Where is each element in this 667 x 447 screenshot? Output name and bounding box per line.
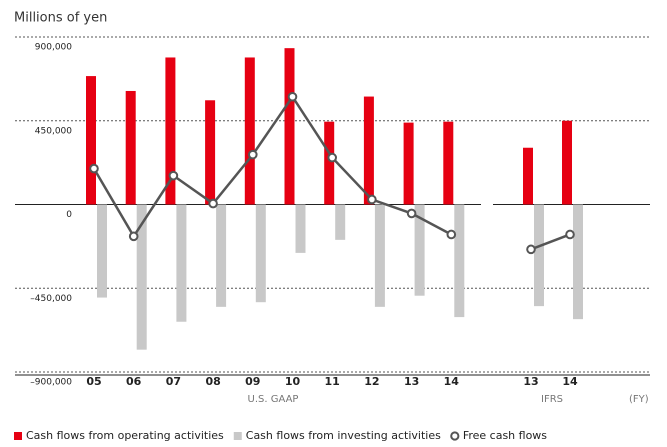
bar [86,76,96,205]
bar [125,90,136,205]
bar [295,204,306,253]
bar [403,122,414,205]
bar [363,96,374,205]
bar [244,57,255,205]
bar [97,204,107,298]
group-label: U.S. GAAP [248,394,299,405]
x-tick-label: 10 [285,375,301,388]
bar [324,121,335,205]
bar [284,48,295,205]
bar [335,204,346,240]
legend-label: Cash flows from operating activities [26,429,224,442]
line [92,94,452,239]
bar [205,100,216,205]
point [89,163,99,174]
legend-label: Free cash flows [463,429,547,442]
point [446,229,457,240]
y-tick-label: 900,000 [35,43,72,53]
legend-marker [233,432,242,440]
y-tick-label: –450,000 [30,294,72,304]
bar [176,204,187,322]
point [327,152,338,163]
y-tick-label: 0 [66,210,72,220]
x-tick-label: 06 [126,375,142,388]
legend-marker [450,431,460,441]
bar [374,204,385,307]
x-tick-label: 05 [86,375,101,388]
bar [255,204,266,303]
point [248,149,258,160]
point [287,91,298,102]
x-tick-label: 11 [325,375,340,388]
group-label: IFRS [541,394,563,405]
point [565,229,575,240]
x-tick-label: 07 [166,375,181,388]
bar [443,121,454,205]
legend-label: Cash flows from investing activities [246,429,441,442]
bar [216,204,227,307]
point [406,208,417,219]
x-unit: (FY) [629,394,649,405]
y-tick-label: –900,000 [30,378,72,388]
point [168,170,179,181]
chart-title: Millions of yen [14,11,107,26]
x-tick-label: 08 [205,375,220,388]
bar [136,204,147,350]
legend-marker [14,432,22,440]
line [530,233,571,251]
x-tick-label: 12 [364,375,379,388]
bar [523,147,533,205]
bar [562,120,572,205]
point [526,244,536,255]
x-tick-label: 14 [562,375,578,388]
x-tick-label: 09 [245,375,260,388]
x-tick-label: 13 [404,375,419,388]
bar [165,57,176,205]
y-tick-label: 450,000 [35,126,72,136]
bar [534,204,544,307]
x-tick-label: 14 [444,375,460,388]
bar [414,204,425,296]
x-tick-label: 13 [523,375,538,388]
bar [573,204,583,320]
point [208,198,218,209]
point [128,231,139,242]
bar [454,204,465,318]
point [367,194,377,205]
